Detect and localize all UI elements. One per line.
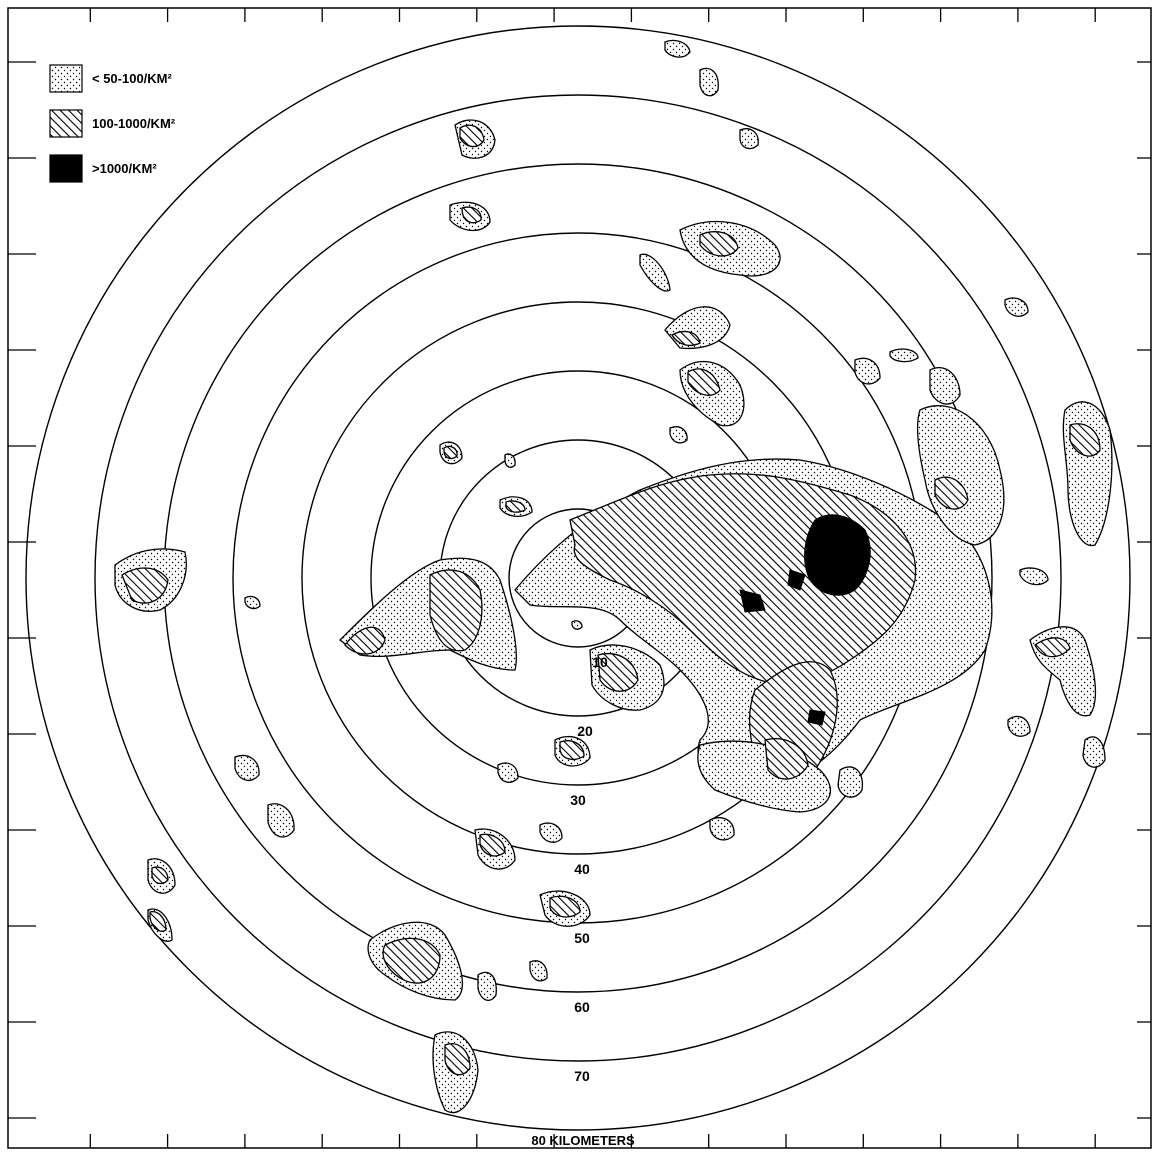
zone-low-ne6 [1019,567,1049,586]
zone-mid-n1 [699,231,739,257]
zone-mid-w1 [121,567,169,604]
ring-label-70: 70 [574,1068,590,1084]
zone-high-core [804,514,871,596]
zone-mid-sw1 [382,937,441,984]
zone-mid-sw5 [149,911,167,932]
zone-low-iso3 [504,453,516,468]
zone-mid-iso1 [443,445,458,460]
legend-swatch-mid [49,109,83,138]
ring-label-20: 20 [577,723,593,739]
zone-mid-sw2 [444,1043,471,1076]
zone-low-e2 [1082,736,1106,768]
legend-swatch-low [49,64,83,93]
zone-low-iso5 [889,348,919,363]
zone-low-sw6 [267,803,295,838]
zone-low-se3 [709,817,735,841]
zone-low-n8 [739,128,759,150]
ring-70km [94,94,1062,1062]
zone-low-ne3 [1004,297,1029,317]
zone-low-s5 [539,822,563,843]
legend-label-mid: 100-1000/KM² [92,116,176,131]
zone-high-b [787,569,806,591]
ring-label-60: 60 [574,999,590,1015]
zone-low-e3 [1007,715,1031,737]
zone-low-se2 [837,766,864,798]
zone-low-sw7 [234,754,260,781]
zone-low-ne2 [1062,401,1113,547]
zone-mid-e1 [1034,637,1071,658]
zone-mid-sw4 [151,866,169,885]
map-frame [7,7,1152,1149]
zone-low-s7 [529,960,548,982]
density-zones [114,39,1113,1114]
legend-label-low: < 50-100/KM² [92,71,173,86]
zone-low-ne4 [929,367,961,405]
zone-high-a [739,589,766,613]
zone-mid-s4 [549,895,581,918]
zone-low-sw3 [477,971,497,1001]
ring-label-40: 40 [574,861,590,877]
zone-mid-west2 [344,626,386,655]
zone-mid-n2 [687,368,721,396]
zone-low-iso7 [571,620,583,630]
zone-low-n6 [664,39,691,58]
distance-axis-label: 80 KILOMETERS [531,1133,635,1148]
ring-label-50: 50 [574,930,590,946]
legend-item-high: >1000/KM² [49,154,157,183]
legend-swatch-high [49,154,83,183]
zone-low-n7 [699,67,719,97]
zone-mid-s3 [479,833,506,857]
legend-label-high: >1000/KM² [92,161,157,176]
zone-high-c [807,709,826,726]
legend: < 50-100/KM² 100-1000/KM² >1000/KM² [49,64,176,183]
zone-low-ne1 [916,405,1005,546]
zone-low-iso4 [669,426,688,444]
zone-mid-west [429,569,483,652]
zone-mid-n3 [671,330,701,346]
zone-mid-n4 [459,124,485,148]
zone-mid-s2 [559,740,585,761]
zone-low-s6 [497,762,519,783]
zone-low-w2 [244,595,261,610]
zone-low-iso6 [639,253,671,292]
zone-mid-iso2 [505,500,526,513]
ring-80km [25,25,1131,1131]
zone-mid-ne1 [934,476,969,510]
ring-label-30: 30 [570,792,586,808]
legend-item-mid: 100-1000/KM² [49,109,176,138]
zone-mid-n5 [461,206,482,224]
ring-label-10: 10 [592,654,608,670]
zone-mid-se1 [764,738,809,780]
zone-mid-ne2 [1069,423,1101,457]
legend-item-low: < 50-100/KM² [49,64,173,93]
zone-mid-s1 [597,653,639,692]
ring-labels: 10 20 30 40 50 60 70 [570,654,608,1084]
zone-low-ne5 [854,357,881,385]
frame-ticks [8,8,1151,1148]
